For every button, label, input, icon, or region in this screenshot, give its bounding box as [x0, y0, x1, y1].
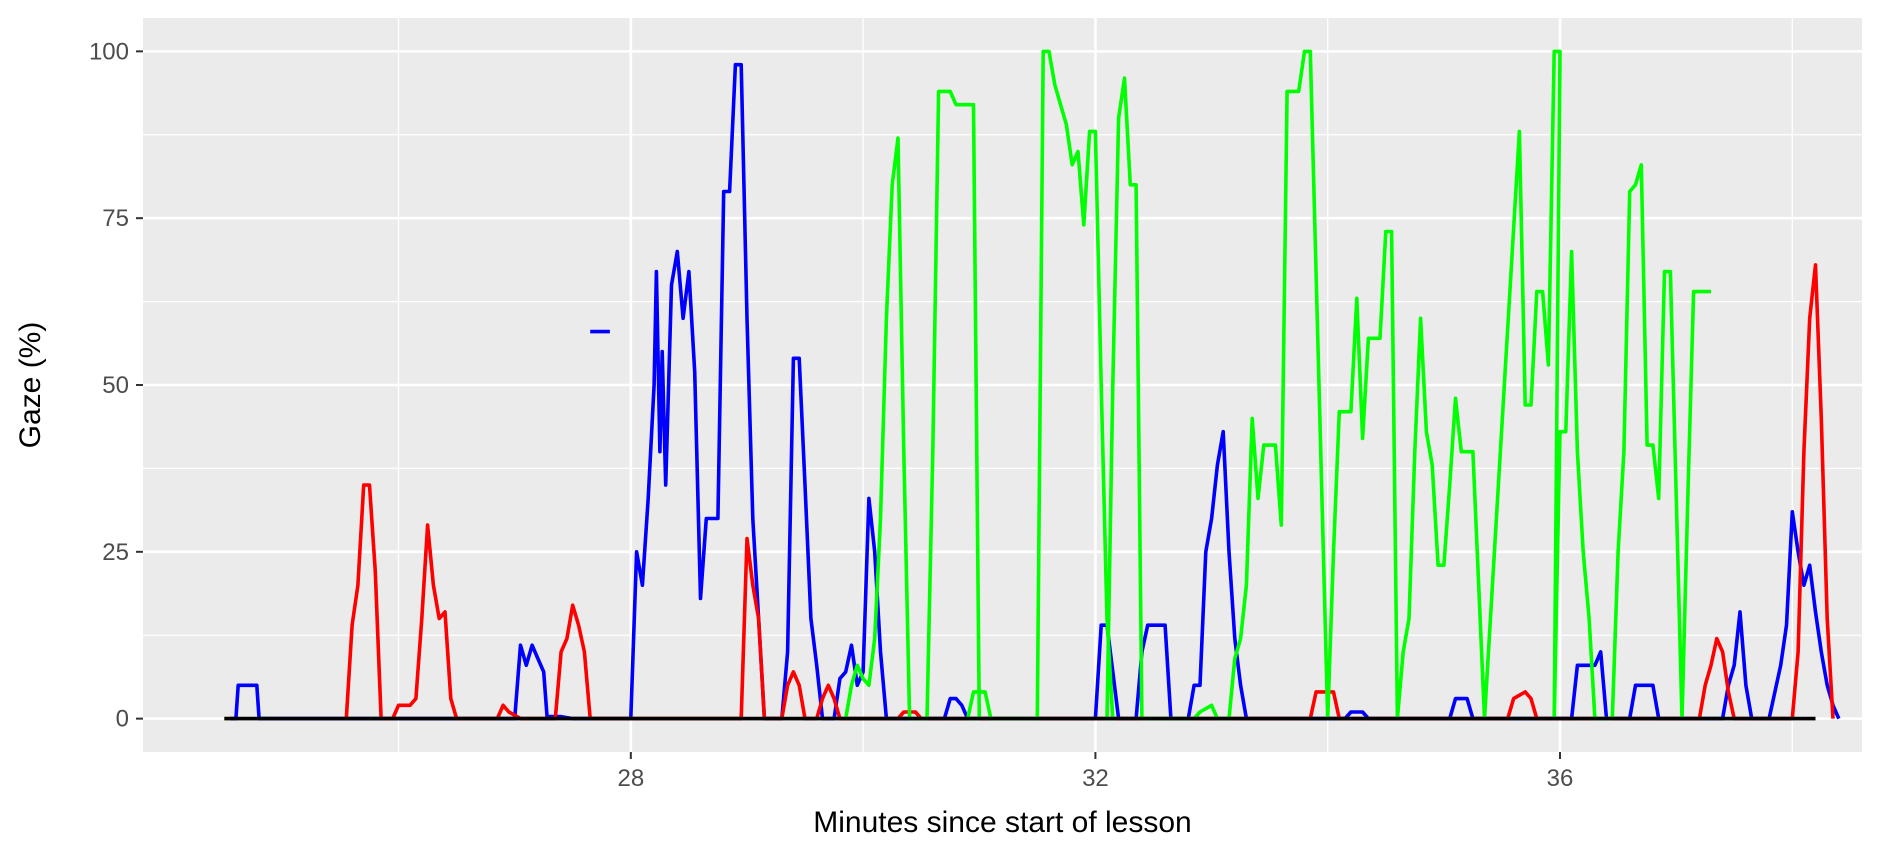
series-line-4: [843, 49, 1711, 721]
y-tick-label: 50: [102, 372, 129, 399]
y-tick-label: 25: [102, 539, 129, 566]
y-axis-title: Gaze (%): [14, 322, 47, 449]
x-tick-label: 32: [1082, 765, 1109, 792]
x-tick-label: 28: [617, 765, 644, 792]
y-tick-label: 100: [89, 38, 129, 65]
x-axis-title: Minutes since start of lesson: [813, 806, 1192, 839]
x-tick-label: 36: [1547, 765, 1574, 792]
x-axis: 28 32 36: [617, 752, 1573, 792]
y-axis: 0 25 50 75 100: [89, 38, 143, 733]
series-line-1: [230, 62, 1841, 721]
y-tick-label: 75: [102, 205, 129, 232]
y-tick-label: 0: [116, 706, 129, 733]
series-line-3: [344, 263, 1835, 721]
series-layer: [224, 49, 1841, 721]
